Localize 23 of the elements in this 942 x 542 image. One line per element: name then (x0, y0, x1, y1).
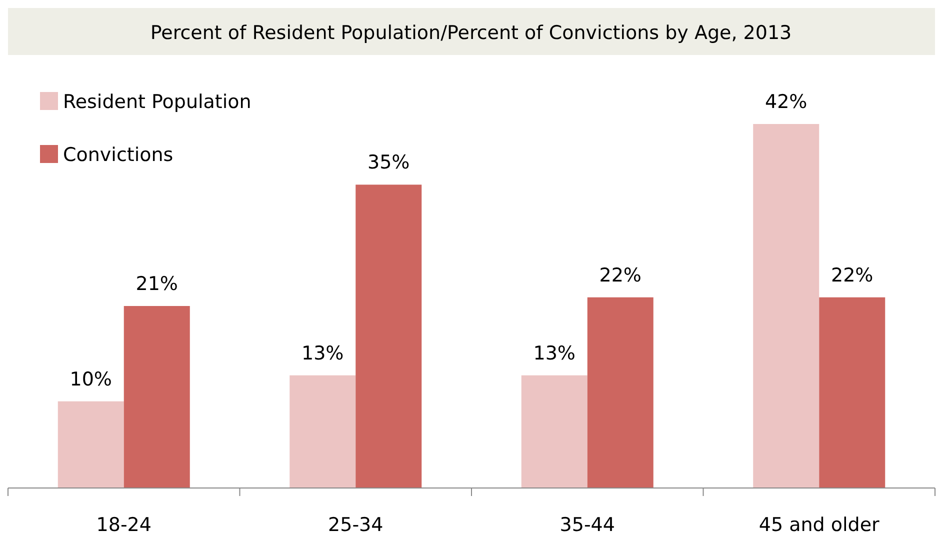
data-label: 13% (302, 342, 344, 364)
data-label: 21% (136, 273, 178, 295)
bar (124, 306, 190, 488)
legend-label: Convictions (63, 144, 174, 166)
legend-label: Resident Population (63, 91, 252, 113)
data-label: 10% (70, 368, 112, 390)
data-label: 42% (765, 91, 808, 113)
bar (290, 375, 356, 488)
x-tick-label: 35-44 (560, 514, 615, 536)
data-label: 13% (533, 342, 576, 364)
chart-title: Percent of Resident Population/Percent of Convictions by Age, 2013 (150, 22, 792, 44)
bar (753, 124, 820, 488)
x-tick-label: 45 and older (758, 514, 880, 536)
bar (587, 297, 654, 488)
data-label: 22% (831, 264, 874, 286)
bar (356, 184, 422, 488)
data-label: 22% (599, 264, 642, 286)
x-tick-label: 25-34 (328, 514, 384, 536)
bar (521, 375, 588, 488)
x-tick-label: 18-24 (96, 514, 152, 536)
bar (58, 401, 124, 488)
data-label: 35% (368, 152, 410, 174)
bar (819, 297, 886, 488)
